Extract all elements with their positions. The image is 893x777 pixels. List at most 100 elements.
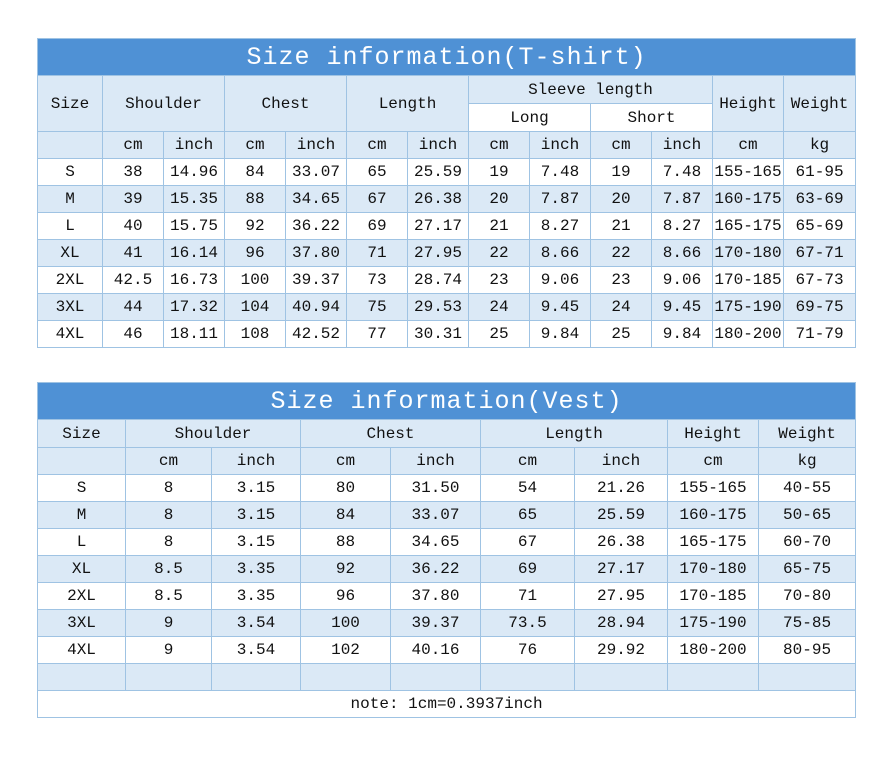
value-cell: 25 [590,320,652,348]
value-cell: 25.59 [574,501,668,529]
unit-cell: kg [782,131,857,159]
value-cell: 29.53 [407,293,469,321]
table-row: 3XL 44 17.32 104 40.94 75 29.53 24 9.45 24 9.45 175… [37,293,857,321]
value-cell: 180-200 [712,320,784,348]
unit-cell: cm [667,447,759,475]
value-cell: 65 [346,158,408,186]
unit-cell: cm [346,131,408,159]
value-cell: 28.74 [407,266,469,294]
tshirt-table-body: S 38 14.96 84 33.07 65 25.59 19 7.48 19 7.48 155-16… [37,158,857,348]
table-row: L 8 3.15 88 34.65 67 26.38 165-175 60-70 [37,528,857,556]
unit-cell: kg [757,447,857,475]
vest-size-table: Size information(Vest) Size Shoulder Che… [36,382,857,718]
table-row: 3XL 9 3.54 100 39.37 73.5 28.94 175-190 75-85 [37,609,857,637]
tshirt-size-table: Size information(T-shirt) Size Shoulder … [36,38,857,348]
value-cell: 73.5 [480,609,575,637]
value-cell: 160-175 [667,501,759,529]
header-shoulder: Shoulder [125,419,301,448]
unit-cell: inch [163,131,225,159]
value-cell: 9 [125,609,212,637]
value-cell [211,663,301,691]
value-cell: 165-175 [667,528,759,556]
size-cell: S [37,474,126,502]
table-row: 4XL 9 3.54 102 40.16 76 29.92 180-200 80-95 [37,636,857,664]
value-cell [125,663,212,691]
unit-cell: inch [529,131,591,159]
value-cell: 31.50 [390,474,481,502]
value-cell: 65-69 [782,212,857,240]
value-cell: 104 [224,293,286,321]
vest-table-body: S 8 3.15 80 31.50 54 21.26 155-165 40-55 M 8 3.15 84… [37,474,857,691]
unit-cell: cm [102,131,164,159]
value-cell: 54 [480,474,575,502]
value-cell: 21 [468,212,530,240]
value-cell: 16.14 [163,239,225,267]
value-cell: 39.37 [390,609,481,637]
size-cell: 2XL [37,266,103,294]
value-cell: 3.15 [211,501,301,529]
value-cell: 38 [102,158,164,186]
value-cell: 8.27 [651,212,713,240]
value-cell: 8 [125,528,212,556]
value-cell: 33.07 [285,158,347,186]
table-row: S 38 14.96 84 33.07 65 25.59 19 7.48 19 7.48 155-16… [37,158,857,186]
value-cell: 9.84 [529,320,591,348]
value-cell: 9.45 [529,293,591,321]
value-cell: 69 [346,212,408,240]
table-row: 2XL 42.5 16.73 100 39.37 73 28.74 23 9.06 23 9.06 1… [37,266,857,294]
value-cell: 175-190 [667,609,759,637]
value-cell: 23 [468,266,530,294]
value-cell: 50-65 [757,501,857,529]
tshirt-header-row: Size Shoulder Chest Length Sleeve length… [37,75,857,132]
header-weight: Weight [757,419,857,448]
table-row [37,663,857,691]
value-cell: 96 [300,582,391,610]
value-cell: 77 [346,320,408,348]
value-cell: 40-55 [757,474,857,502]
value-cell: 42.5 [102,266,164,294]
value-cell: 3.35 [211,582,301,610]
value-cell: 15.75 [163,212,225,240]
header-chest: Chest [300,419,481,448]
value-cell: 24 [590,293,652,321]
value-cell: 88 [224,185,286,213]
size-cell: 3XL [37,609,126,637]
value-cell: 69 [480,555,575,583]
value-cell: 9.06 [651,266,713,294]
value-cell: 9.45 [651,293,713,321]
vest-table-footer: note: 1cm=0.3937inch [36,690,857,718]
value-cell: 88 [300,528,391,556]
value-cell: 71-79 [782,320,857,348]
size-cell: 4XL [37,320,103,348]
value-cell: 8.66 [651,239,713,267]
value-cell: 3.54 [211,636,301,664]
unit-cell: inch [407,131,469,159]
value-cell: 71 [480,582,575,610]
header-size: Size [37,419,126,448]
value-cell: 27.17 [574,555,668,583]
vest-title-row: Size information(Vest) [36,382,857,420]
value-cell: 33.07 [390,501,481,529]
value-cell: 165-175 [712,212,784,240]
header-sleeve-length: Sleeve length [468,75,713,104]
value-cell: 25 [468,320,530,348]
table-row: S 8 3.15 80 31.50 54 21.26 155-165 40-55 [37,474,857,502]
value-cell: 7.87 [651,185,713,213]
value-cell: 9.06 [529,266,591,294]
unit-cell [37,447,126,475]
tshirt-sleeve-subheader-row: Long Short [38,103,856,132]
size-cell: 2XL [37,582,126,610]
value-cell: 9.84 [651,320,713,348]
value-cell: 76 [480,636,575,664]
value-cell: 27.95 [407,239,469,267]
value-cell: 19 [590,158,652,186]
value-cell: 92 [300,555,391,583]
header-size: Size [37,75,103,132]
value-cell: 16.73 [163,266,225,294]
size-cell: 4XL [37,636,126,664]
value-cell: 19 [468,158,530,186]
value-cell: 8 [125,501,212,529]
value-cell: 170-185 [667,582,759,610]
value-cell: 96 [224,239,286,267]
value-cell: 20 [590,185,652,213]
